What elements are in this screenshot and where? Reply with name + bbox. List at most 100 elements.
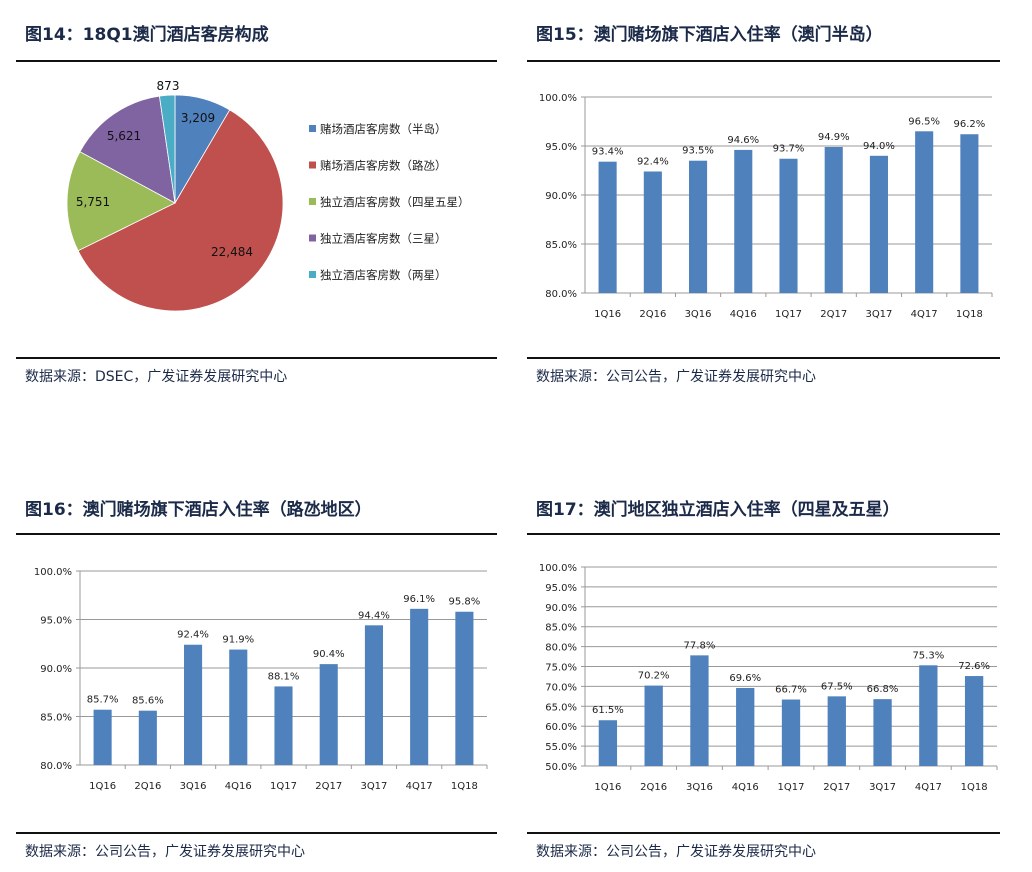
y-tick-label: 90.0% [545,191,577,202]
divider [16,533,497,535]
y-tick-label: 95.0% [40,616,72,627]
y-tick-label: 90.0% [545,603,577,614]
figure-15-source: 数据来源：公司公告，广发证券发展研究中心 [536,369,816,385]
x-tick-label: 4Q16 [732,782,759,793]
bar [781,699,801,766]
legend-label: 赌场酒店客房数（路氹） [320,159,447,173]
y-tick-label: 100.0% [34,567,72,578]
legend-label: 独立酒店客房数（三星） [320,232,447,246]
x-tick-label: 1Q18 [961,782,988,793]
x-tick-label: 2Q17 [820,309,847,320]
bar [869,155,888,293]
bar-data-label: 85.6% [132,696,164,707]
y-tick-label: 85.0% [545,240,577,251]
x-tick-label: 1Q16 [594,309,621,320]
x-tick-label: 3Q17 [360,781,387,792]
figure-14-title: 图14：18Q1澳门酒店客房构成 [25,25,269,45]
bar [455,611,474,765]
legend-swatch [309,161,316,169]
bar-data-label: 61.5% [592,705,624,716]
bar [274,686,293,765]
bar [919,665,938,766]
bar [779,158,798,293]
pie-data-label: 5,751 [76,195,110,209]
figure-16-title: 图16：澳门赌场旗下酒店入住率（路氹地区） [25,500,372,520]
divider [527,60,1000,62]
bar-data-label: 70.2% [638,671,670,682]
pie-slice [77,109,284,312]
pie-data-label: 22,484 [211,245,253,259]
x-tick-label: 1Q16 [89,781,116,792]
y-tick-label: 80.0% [545,643,577,654]
bar-data-label: 93.7% [773,144,805,155]
y-tick-label: 50.0% [545,762,577,773]
y-tick-label: 70.0% [545,682,577,693]
x-tick-label: 3Q16 [686,782,713,793]
bar [644,685,663,766]
y-tick-label: 80.0% [40,761,72,772]
bar [734,149,753,293]
divider [16,60,497,62]
x-tick-label: 4Q17 [911,309,938,320]
x-tick-label: 4Q16 [730,309,757,320]
divider [527,357,1000,359]
divider [527,832,1000,834]
legend-swatch [309,198,316,205]
bar [827,696,846,766]
bar-data-label: 67.5% [821,681,853,692]
bar [690,655,709,766]
x-tick-label: 2Q17 [315,781,342,792]
bar-data-label: 96.2% [953,119,985,130]
figure-14-source: 数据来源：DSEC，广发证券发展研究中心 [25,369,288,385]
legend-swatch [309,234,316,242]
y-tick-label: 55.0% [545,742,577,753]
pie-data-label: 5,621 [107,129,141,143]
figure-16-source: 数据来源：公司公告，广发证券发展研究中心 [25,844,305,860]
x-tick-label: 2Q16 [134,781,161,792]
y-tick-label: 95.0% [545,583,577,594]
bar-data-label: 66.8% [867,684,899,695]
bar [964,676,984,766]
x-tick-label: 1Q17 [778,782,805,793]
bar-data-label: 94.0% [863,141,895,152]
bar [319,664,338,765]
pie-data-label: 3,209 [181,111,215,125]
legend-label: 独立酒店客房数（两星） [320,268,447,282]
x-tick-label: 3Q16 [180,781,207,792]
y-tick-label: 75.0% [545,663,577,674]
bar-data-label: 85.7% [87,695,119,706]
x-tick-label: 3Q17 [865,309,892,320]
bar-data-label: 93.4% [592,147,624,158]
bar-data-label: 91.9% [222,635,254,646]
x-tick-label: 2Q17 [823,782,850,793]
pie-slice [79,95,176,204]
y-tick-label: 100.0% [539,563,577,574]
x-tick-label: 4Q17 [915,782,942,793]
x-tick-label: 3Q16 [685,309,712,320]
bar-data-label: 77.8% [684,640,716,651]
bar [93,709,112,765]
bar [598,720,618,766]
divider [16,832,497,834]
y-tick-label: 80.0% [545,289,577,300]
bar [824,146,843,293]
bar [915,131,934,293]
x-tick-label: 1Q18 [956,309,983,320]
bar-data-label: 72.6% [958,661,990,672]
x-tick-label: 1Q18 [451,781,478,792]
bar [873,699,892,766]
x-tick-label: 4Q16 [225,781,252,792]
bar-data-label: 69.6% [729,673,761,684]
bar [184,644,203,765]
y-tick-label: 85.0% [40,713,72,724]
y-tick-label: 65.0% [545,702,577,713]
figure-17-title: 图17：澳门地区独立酒店入住率（四星及五星） [536,500,900,520]
x-tick-label: 1Q16 [594,782,621,793]
bar-data-label: 92.4% [637,156,669,167]
divider [527,533,1000,535]
bar-data-label: 94.6% [727,135,759,146]
bar-data-label: 95.8% [448,597,480,608]
legend-swatch [309,125,316,132]
bar-data-label: 88.1% [268,671,300,682]
